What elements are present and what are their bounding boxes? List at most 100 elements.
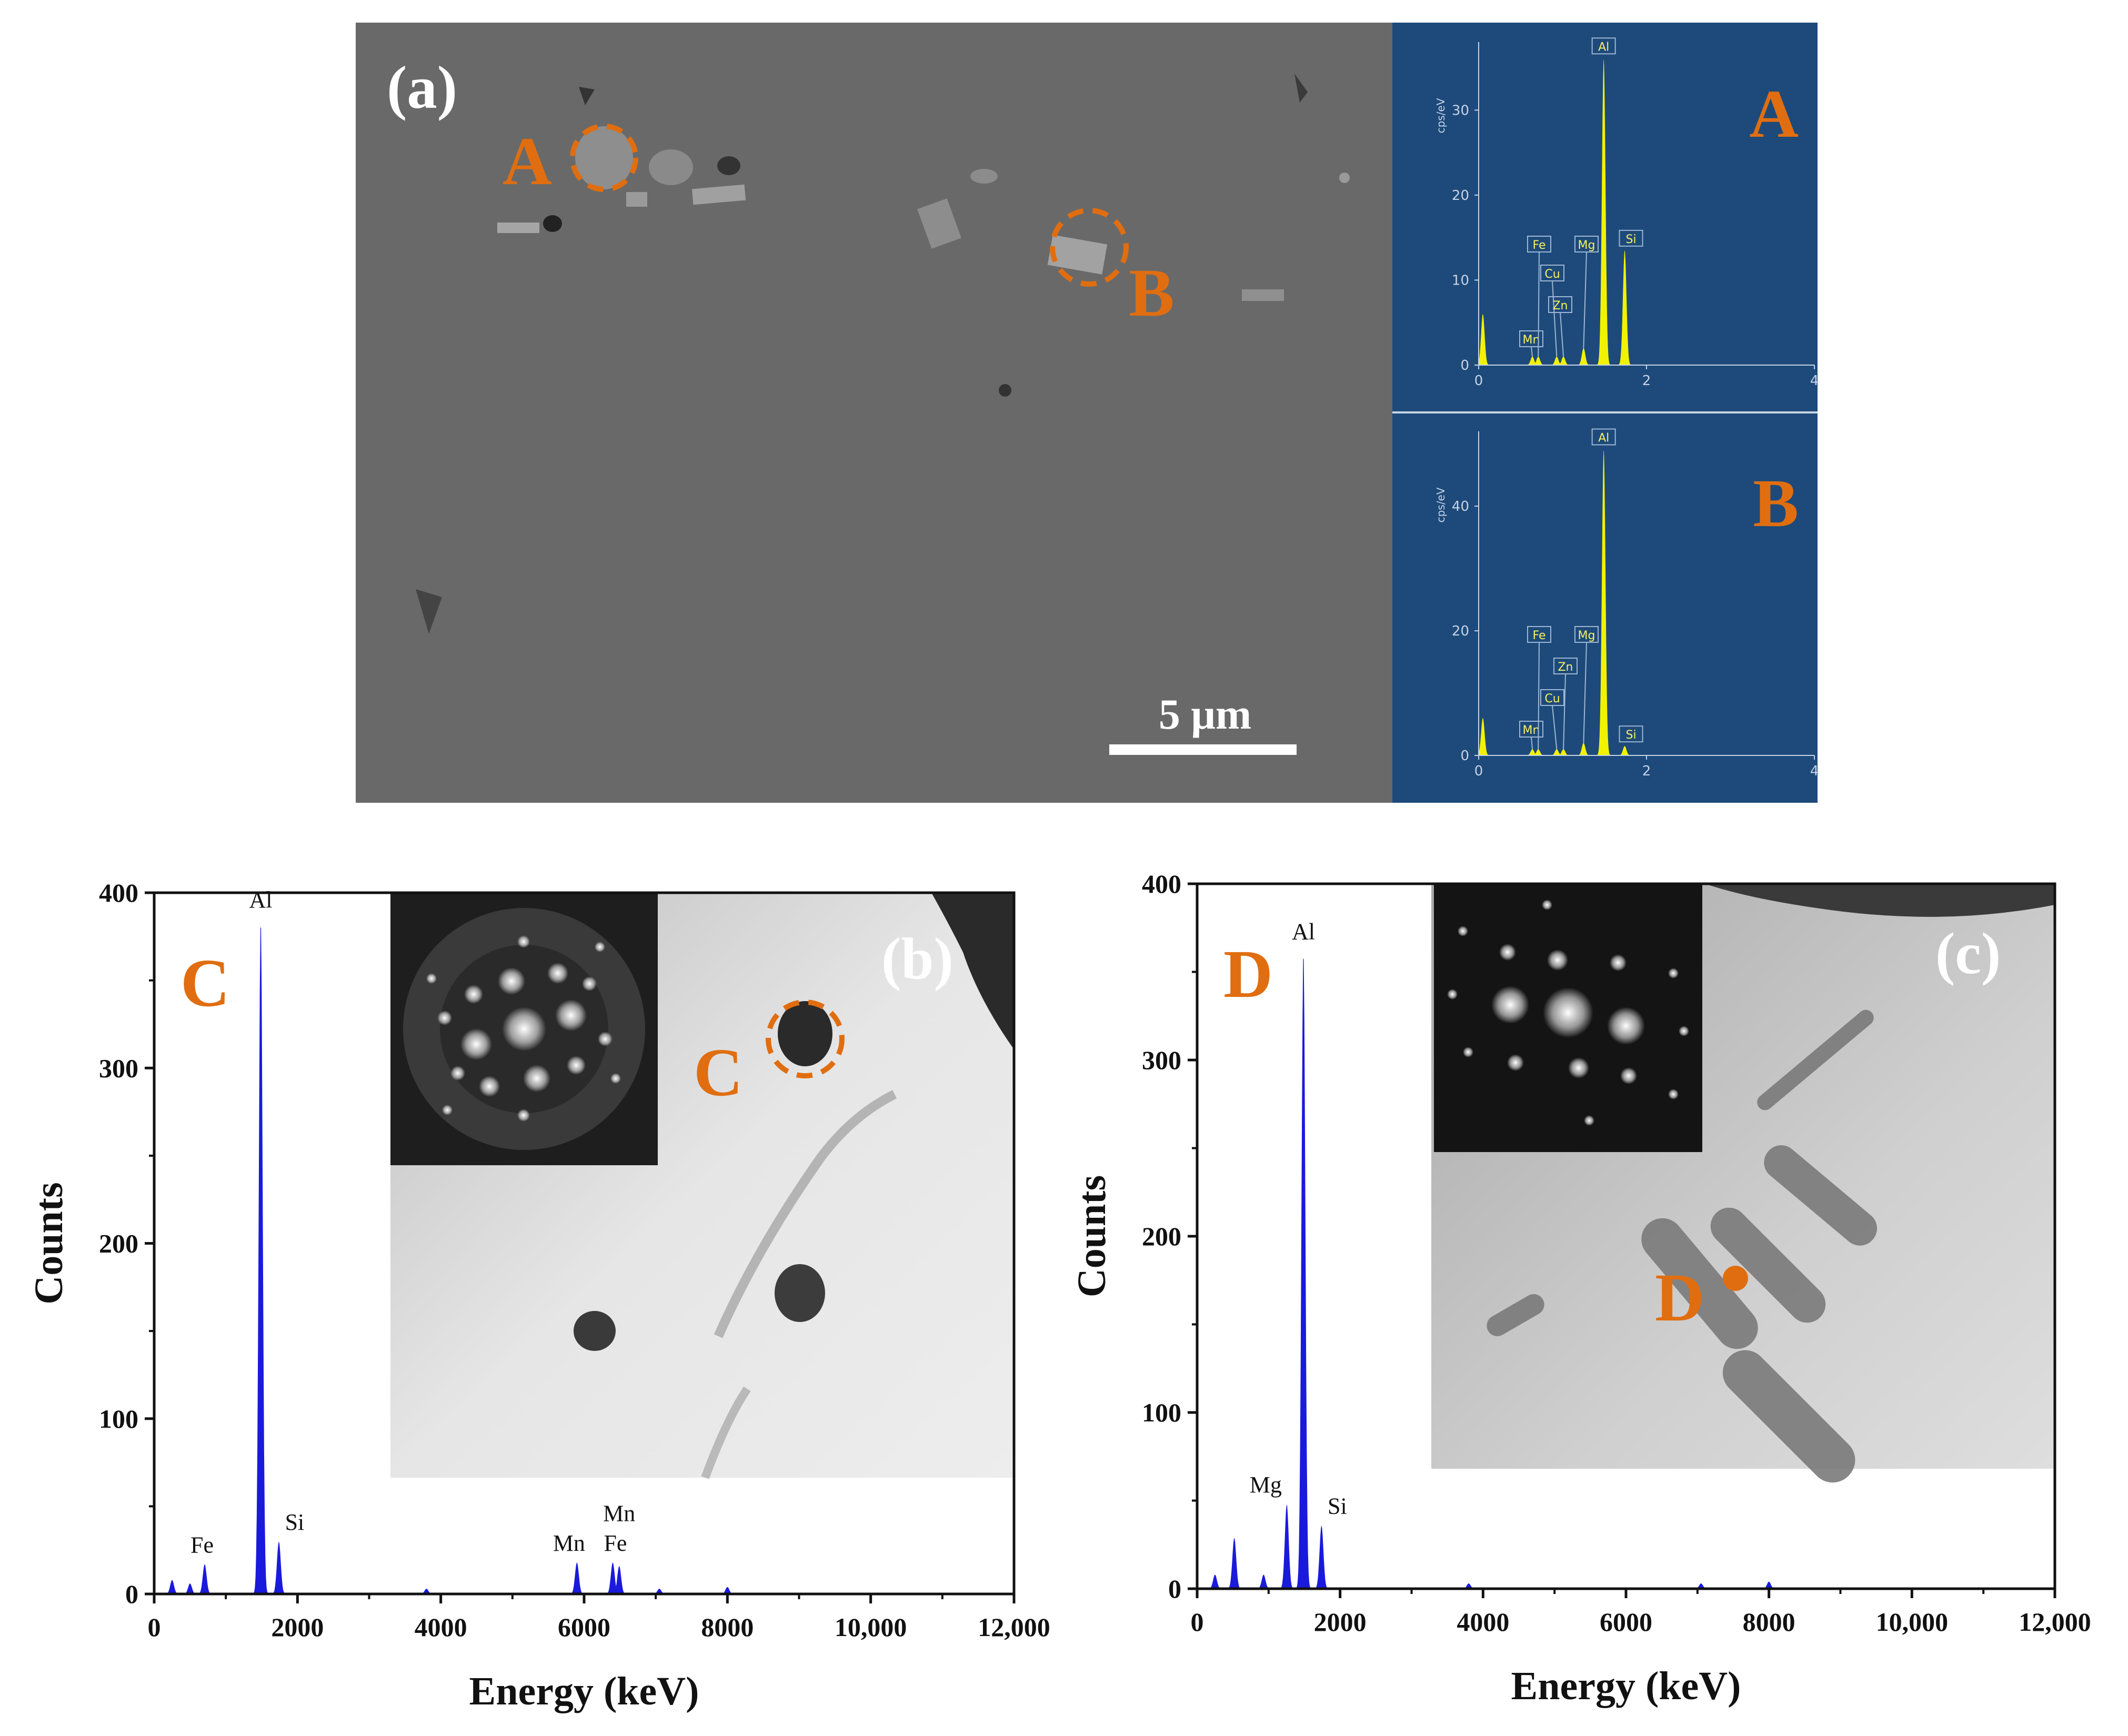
eds-y-axis-title: cps/eV: [1434, 98, 1447, 133]
eds-tag-zn: Zn: [1558, 661, 1573, 674]
eds-tag-cu: Cu: [1544, 268, 1560, 281]
eds-y-tick-label: 20: [1452, 188, 1469, 204]
eds-tag-leader: [1552, 705, 1558, 750]
eds-x-tick-label: 4: [1810, 373, 1819, 389]
tem-image-c: D (c): [1431, 884, 2055, 1483]
marker-dot-d: [1723, 1266, 1748, 1291]
eds-tag-si: Si: [1625, 729, 1636, 742]
eds-x-tick-label: 2: [1642, 763, 1651, 779]
scale-bar-label: 5 μm: [1159, 690, 1251, 738]
y-tick-label: 200: [1142, 1222, 1181, 1251]
eds-tag-leader: [1583, 642, 1587, 743]
y-axis-title: Counts: [1070, 1175, 1114, 1297]
saed-pattern-c: [1434, 884, 1702, 1152]
peak-label-si: Si: [285, 1509, 305, 1535]
peak-label-fe: Fe: [190, 1532, 214, 1558]
x-axis-title: Energy (keV): [1511, 1664, 1741, 1708]
marker-circle-c: [766, 1000, 845, 1078]
spectrum-chart-b: 0 2000 4000 6000 8000 10,000 12,000 0 100 200 300 4…: [27, 878, 1050, 1713]
eds-tag-box: [1591, 428, 1616, 446]
eds-tag-leader: [1583, 251, 1587, 348]
eds-chart-a: 0 2 4 0 10 20 30 cps/eV Mn Fe Cu Zn Mg Al Si A: [1434, 37, 1819, 389]
x-axis-title: Energy (keV): [469, 1669, 699, 1713]
eds-x-tick-label: 0: [1474, 373, 1483, 389]
x-tick-label: 8000: [1743, 1607, 1795, 1637]
marker-circle-a: [570, 124, 638, 192]
peak-label-al: Al: [249, 887, 272, 913]
eds-x-tick-label: 2: [1642, 373, 1651, 389]
x-tick-label: 0: [1191, 1607, 1204, 1637]
marker-circle-b: [1050, 208, 1129, 287]
panel-a-label: (a): [387, 54, 457, 121]
eds-y-tick-label: 30: [1452, 103, 1469, 118]
eds-tag-mg: Mg: [1578, 239, 1595, 252]
peak-label-si: Si: [1328, 1493, 1347, 1519]
y-tick-label: 0: [1168, 1574, 1181, 1603]
eds-tag-mg: Mg: [1578, 629, 1595, 642]
spectrum-letter: C: [180, 945, 230, 1021]
spectrum-chart-c: 0 2000 4000 6000 8000 10,000 12,000 0 100 200 300 4…: [1070, 869, 2091, 1708]
spectrum-letter: D: [1223, 936, 1273, 1012]
x-tick-label: 4000: [1457, 1607, 1509, 1637]
eds-y-tick-label: 20: [1452, 623, 1469, 639]
peak-label-mn: Mn: [553, 1530, 585, 1556]
eds-tag-leader: [1531, 346, 1533, 357]
peak-label-mn: Mn: [603, 1500, 635, 1526]
panel-a: A B (a) 5 μm: [356, 23, 1408, 803]
marker-d-letter: D: [1655, 1260, 1704, 1336]
x-tick-label: 6000: [1600, 1607, 1652, 1637]
eds-letter: B: [1753, 466, 1799, 541]
eds-tag-mn: Mn: [1523, 334, 1540, 347]
eds-tag-cu: Cu: [1544, 692, 1560, 705]
eds-y-tick-label: 0: [1460, 358, 1469, 374]
sem-image-shading: [356, 23, 1408, 803]
eds-tag-leader: [1538, 251, 1540, 357]
x-tick-label: 10,000: [1876, 1607, 1949, 1637]
eds-tag-box: [1591, 37, 1616, 55]
eds-tag-leader: [1538, 642, 1540, 750]
y-tick-label: 0: [125, 1579, 138, 1609]
eds-x-tick-label: 0: [1474, 763, 1483, 779]
eds-tag-leader: [1552, 280, 1558, 357]
sem-image: [356, 23, 1408, 803]
eds-y-tick-label: 10: [1452, 272, 1469, 288]
sem-particles: [416, 74, 1350, 634]
y-tick-label: 100: [99, 1404, 138, 1434]
y-tick-label: 200: [99, 1229, 138, 1258]
eds-tag-leader: [1531, 736, 1533, 750]
eds-tag-leader: [1563, 673, 1566, 750]
y-tick-label: 100: [1142, 1398, 1181, 1427]
marker-b-letter: B: [1129, 255, 1175, 331]
x-tick-label: 12,000: [978, 1612, 1050, 1642]
y-axis-title: Counts: [27, 1182, 71, 1304]
eds-y-tick-label: 40: [1452, 499, 1469, 514]
eds-x-tick-label: 4: [1810, 763, 1819, 779]
x-tick-label: 6000: [558, 1612, 610, 1642]
panel-c: D (c) 0 2000 4000 6000 8000 10,000 12,000 0 100 2…: [1070, 869, 2091, 1708]
x-tick-label: 2000: [271, 1612, 324, 1642]
eds-letter: A: [1749, 76, 1799, 152]
eds-tag-al: Al: [1598, 432, 1609, 445]
eds-tag-box: [1619, 229, 1643, 247]
x-tick-label: 8000: [701, 1612, 754, 1642]
marker-c-letter: C: [694, 1035, 743, 1111]
eds-tag-fe: Fe: [1533, 629, 1546, 642]
eds-tag-mn: Mn: [1523, 724, 1540, 737]
marker-a-letter: A: [503, 124, 552, 199]
eds-tag-zn: Zn: [1552, 299, 1568, 312]
y-tick-label: 300: [99, 1053, 138, 1083]
x-tick-label: 0: [148, 1612, 161, 1642]
y-tick-label: 400: [99, 878, 138, 907]
eds-tag-fe: Fe: [1533, 239, 1546, 252]
x-tick-label: 4000: [415, 1612, 467, 1642]
eds-tag-leader: [1560, 312, 1564, 357]
panel-b-label: (b): [881, 926, 953, 992]
eds-y-tick-label: 0: [1460, 748, 1469, 764]
eds-tag-si: Si: [1625, 233, 1636, 246]
x-tick-label: 12,000: [2019, 1607, 2091, 1637]
y-tick-label: 300: [1142, 1045, 1181, 1075]
